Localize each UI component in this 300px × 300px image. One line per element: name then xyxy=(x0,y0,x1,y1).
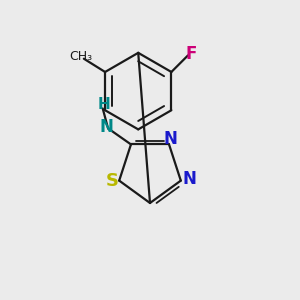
Text: N: N xyxy=(164,130,177,148)
Text: H: H xyxy=(97,98,110,112)
Text: N: N xyxy=(100,118,113,136)
Text: S: S xyxy=(106,172,119,190)
Text: CH₃: CH₃ xyxy=(69,50,92,63)
Text: N: N xyxy=(182,170,196,188)
Text: F: F xyxy=(186,45,197,63)
